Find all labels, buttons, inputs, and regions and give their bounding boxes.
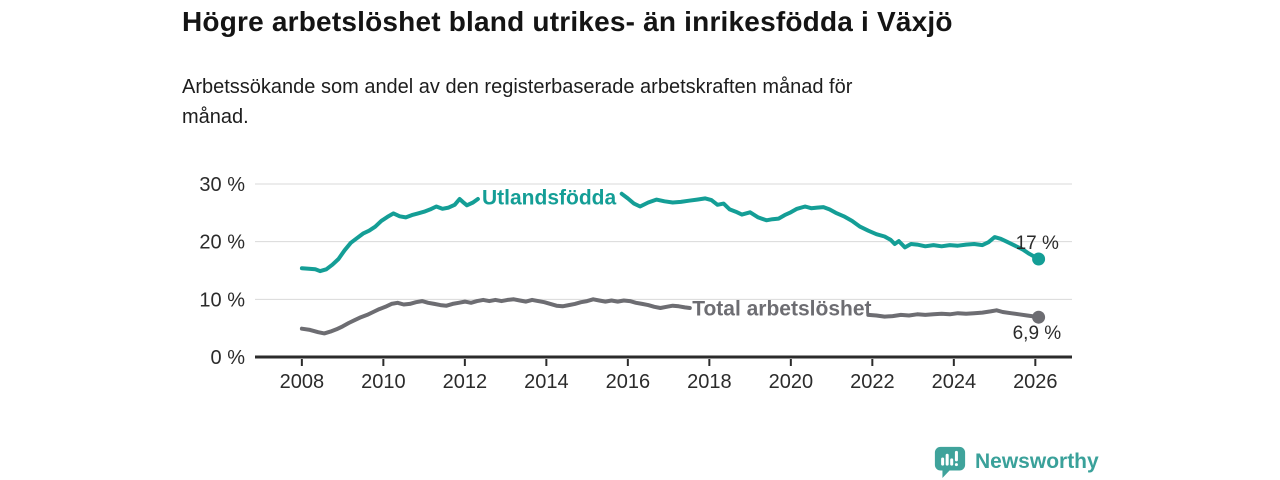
- x-tick-label: 2014: [524, 371, 569, 393]
- y-tick-label: 20 %: [199, 232, 245, 254]
- series-end-value-total-arbetsloshet: 6,9 %: [1013, 323, 1062, 344]
- y-tick-label: 30 %: [199, 174, 245, 196]
- logo-exclamation-bar: [954, 450, 958, 462]
- newsworthy-logo-icon: [934, 446, 966, 479]
- series-line-total-arbetsloshet: [866, 308, 1041, 320]
- x-tick-label: 2022: [850, 371, 895, 393]
- series-end-dot-utlandsfodda: [1032, 252, 1046, 266]
- x-tick-label: 2026: [1013, 371, 1058, 393]
- chart-title: Högre arbetslöshet bland utrikes- än inr…: [182, 6, 953, 37]
- x-tick-label: 2010: [361, 371, 406, 393]
- newsworthy-branding: Newsworthy: [933, 445, 1099, 479]
- x-tick-label: 2016: [606, 371, 651, 393]
- series-label-total-arbetsloshet: Total arbetslöshet: [692, 297, 871, 320]
- series-label-utlandsfodda: Utlandsfödda: [482, 186, 616, 209]
- logo-bar-2: [945, 453, 949, 466]
- chart-subtitle-line1: Arbetssökande som andel av den registerb…: [182, 76, 853, 98]
- logo-bar-1: [941, 457, 945, 466]
- newsworthy-wordmark: Newsworthy: [975, 450, 1099, 473]
- logo-bar-3: [950, 458, 954, 466]
- series-line-utlandsfodda: [619, 191, 1041, 261]
- chart-subtitle: Arbetssökande som andel av den registerb…: [182, 72, 852, 132]
- series-end-dot-total-arbetsloshet: [1032, 310, 1046, 324]
- series-line-total-arbetsloshet: [299, 297, 692, 336]
- series-end-value-utlandsfodda: 17 %: [1016, 233, 1059, 254]
- chart-subtitle-line2: månad.: [182, 106, 249, 128]
- logo-bubble-shape: [934, 446, 966, 479]
- x-tick-label: 2012: [443, 371, 488, 393]
- logo-exclamation-dot: [954, 463, 958, 467]
- x-tick-label: 2018: [687, 371, 732, 393]
- y-tick-label: 10 %: [199, 289, 245, 311]
- series-line-utlandsfodda: [299, 197, 480, 274]
- y-tick-label: 0 %: [211, 347, 246, 369]
- x-tick-label: 2024: [932, 371, 977, 393]
- x-tick-label: 2020: [769, 371, 814, 393]
- x-tick-label: 2008: [280, 371, 325, 393]
